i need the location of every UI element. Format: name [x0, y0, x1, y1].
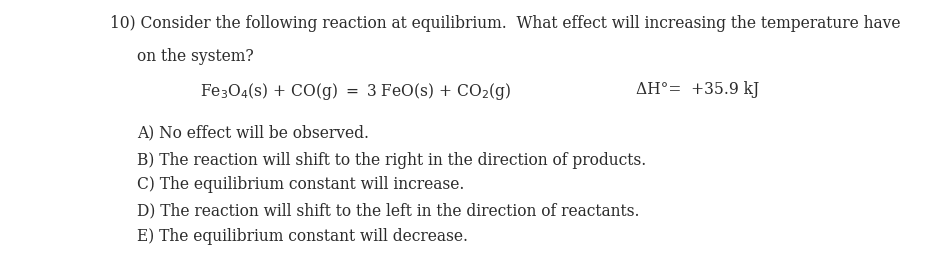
Text: on the system?: on the system? [137, 48, 254, 65]
Text: C) The equilibrium constant will increase.: C) The equilibrium constant will increas… [137, 176, 464, 193]
Text: B) The reaction will shift to the right in the direction of products.: B) The reaction will shift to the right … [137, 152, 646, 168]
Text: 10) Consider the following reaction at equilibrium.  What effect will increasing: 10) Consider the following reaction at e… [109, 15, 899, 32]
Text: D) The reaction will shift to the left in the direction of reactants.: D) The reaction will shift to the left i… [137, 202, 639, 219]
Text: ΔH°=  +35.9 kJ: ΔH°= +35.9 kJ [635, 81, 758, 97]
Text: Fe$_3$O$_4$(s) + CO(g) $=$ 3 FeO(s) + CO$_2$(g): Fe$_3$O$_4$(s) + CO(g) $=$ 3 FeO(s) + CO… [199, 81, 510, 102]
Text: E) The equilibrium constant will decrease.: E) The equilibrium constant will decreas… [137, 228, 468, 245]
Text: A) No effect will be observed.: A) No effect will be observed. [137, 124, 369, 141]
